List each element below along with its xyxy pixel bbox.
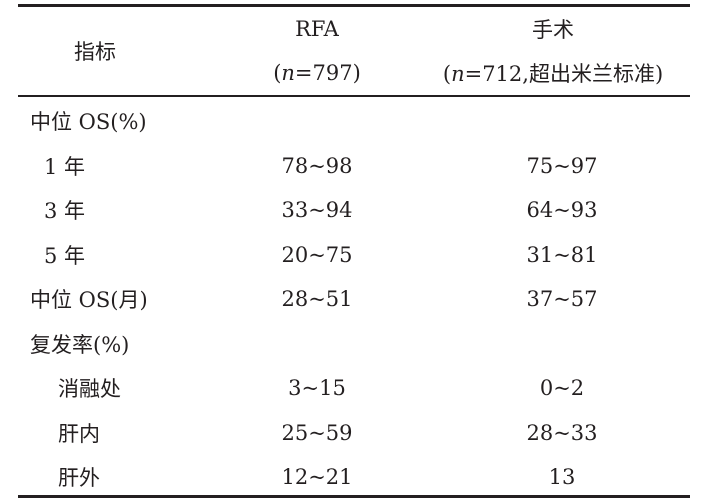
table-bottom-rule	[18, 495, 690, 498]
table-row: 3 年 33~94 64~93	[18, 188, 690, 233]
surgery-value: 75~97	[526, 153, 598, 178]
row-label: 复发率(%)	[30, 332, 130, 357]
surgery-value: 37~57	[526, 287, 598, 312]
surgery-value: 28~33	[526, 420, 598, 445]
rfa-value: 33~94	[281, 198, 353, 223]
header-subrow: (n=797) (n=712,超出米兰标准)	[18, 51, 690, 95]
header-rfa-n: (n=797)	[218, 51, 416, 95]
rfa-value	[218, 99, 416, 144]
surgery-value: 0~2	[539, 376, 585, 401]
row-label: 肝内	[58, 421, 100, 446]
rfa-value: 3~15	[288, 376, 346, 401]
table-row: 中位 OS(月) 28~51 37~57	[18, 277, 690, 322]
paren-open: (	[273, 61, 282, 85]
surgery-value	[416, 322, 690, 367]
data-table: 指标 RFA 手术 (n=797) (n=712,超出米兰标准) 中位 OS(%…	[18, 7, 690, 500]
row-label: 中位 OS(月)	[30, 288, 148, 313]
table-row: 肝外 12~21 13	[18, 455, 690, 500]
n-value: =797)	[294, 61, 361, 85]
header-indicator: 指标	[74, 40, 116, 64]
table-top-rule	[18, 4, 690, 7]
row-label: 1 年	[44, 154, 86, 179]
paren-open: (	[442, 62, 452, 86]
surgery-value	[416, 99, 690, 144]
table-row: 中位 OS(%)	[18, 99, 690, 144]
table-row: 消融处 3~15 0~2	[18, 366, 690, 411]
row-label: 消融处	[58, 377, 121, 402]
header-row: 指标 RFA 手术	[18, 7, 690, 64]
rfa-value: 28~51	[281, 287, 353, 312]
table-row: 肝内 25~59 28~33	[18, 411, 690, 456]
rfa-value: 78~98	[281, 153, 353, 178]
surgery-value: 64~93	[526, 198, 598, 223]
header-surgery-n: (n=712,超出米兰标准)	[416, 51, 690, 95]
surgery-value: 13	[548, 465, 576, 490]
n-value: =712,超出米兰标准)	[464, 62, 664, 86]
n-symbol: n	[281, 61, 295, 85]
row-label: 中位 OS(%)	[30, 110, 147, 135]
table-header-rule	[18, 95, 690, 97]
rfa-value	[218, 322, 416, 367]
table-row: 复发率(%)	[18, 322, 690, 367]
row-label: 肝外	[58, 466, 100, 491]
row-label: 5 年	[44, 243, 86, 268]
header-surgery: 手术	[532, 18, 574, 42]
surgery-value: 31~81	[526, 242, 598, 267]
table-row: 1 年 78~98 75~97	[18, 144, 690, 189]
n-symbol: n	[451, 62, 465, 86]
header-rfa: RFA	[295, 17, 339, 41]
rfa-value: 12~21	[281, 465, 353, 490]
rfa-value: 25~59	[281, 420, 353, 445]
rfa-value: 20~75	[281, 242, 353, 267]
row-label: 3 年	[44, 199, 86, 224]
table-row: 5 年 20~75 31~81	[18, 233, 690, 278]
